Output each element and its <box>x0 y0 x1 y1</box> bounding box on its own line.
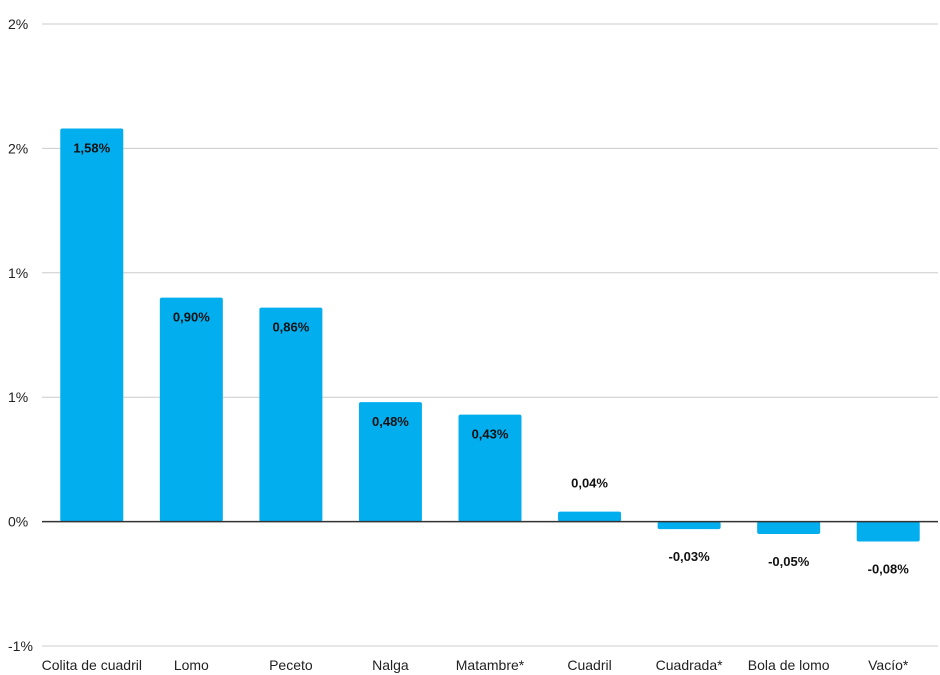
bar <box>558 511 622 522</box>
bar <box>358 402 422 522</box>
y-tick-label: 2% <box>8 16 28 32</box>
data-label: -0,05% <box>768 554 810 569</box>
category-label: Lomo <box>174 657 209 673</box>
data-label: -0,03% <box>669 549 711 564</box>
data-label: 0,48% <box>372 414 409 429</box>
category-label: Matambre* <box>456 657 525 673</box>
data-label: 0,90% <box>173 310 210 325</box>
y-tick-label: 1% <box>8 389 28 405</box>
bar <box>159 297 223 522</box>
category-label: Vacío* <box>868 657 909 673</box>
category-label: Bola de lomo <box>748 657 830 673</box>
y-tick-label: -1% <box>8 638 33 654</box>
category-label: Peceto <box>269 657 313 673</box>
y-tick-label: 2% <box>8 140 28 156</box>
data-label: 1,58% <box>73 140 110 155</box>
y-tick-label: 0% <box>8 514 28 530</box>
data-label: 0,43% <box>472 427 509 442</box>
category-label: Colita de cuadril <box>42 657 142 673</box>
data-label: 0,86% <box>272 320 309 335</box>
bar <box>60 128 124 522</box>
bar <box>856 521 920 542</box>
data-label: 0,04% <box>571 476 608 491</box>
y-tick-label: 1% <box>8 265 28 281</box>
bar <box>657 521 721 530</box>
bar <box>458 414 522 522</box>
data-label: -0,08% <box>868 562 910 577</box>
bar <box>259 307 323 522</box>
category-label: Cuadrada* <box>656 657 723 673</box>
category-label: Nalga <box>372 657 409 673</box>
category-label: Cuadril <box>567 657 611 673</box>
bar <box>757 521 821 535</box>
